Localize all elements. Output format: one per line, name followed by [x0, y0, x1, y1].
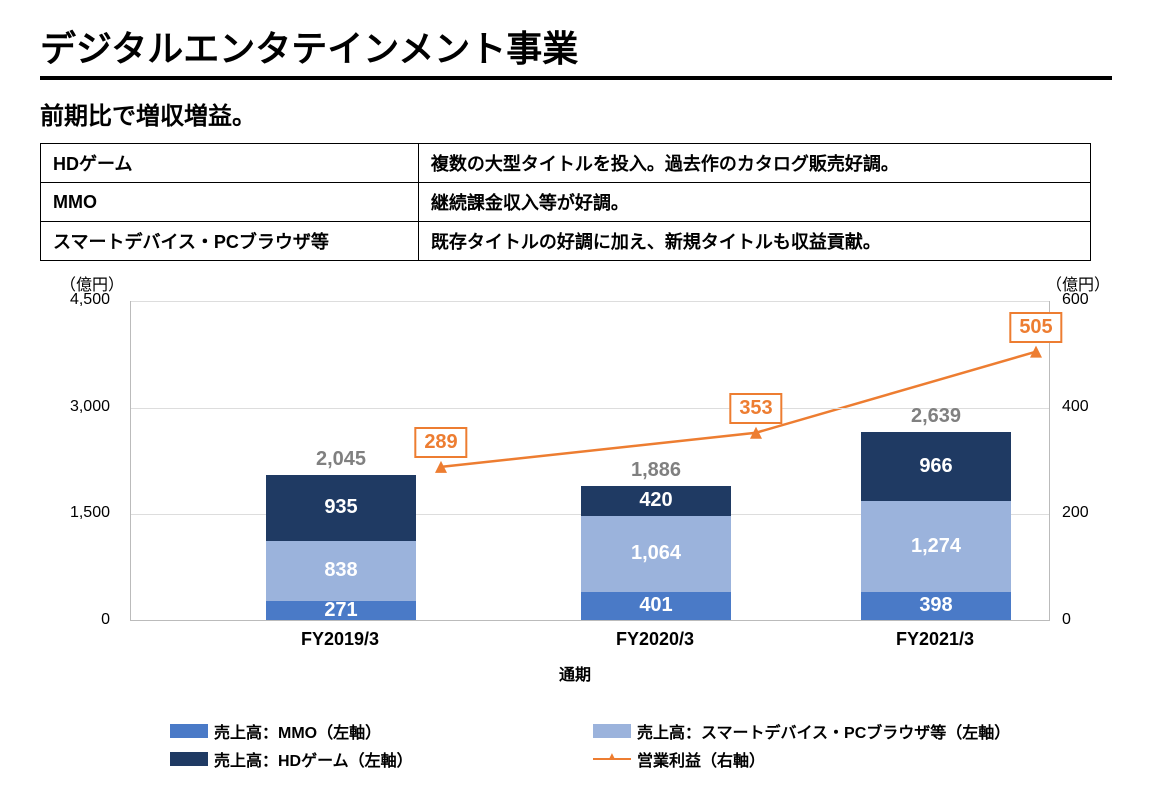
legend-label: 売上高：HDゲーム（左軸）: [214, 747, 413, 771]
right-tick-label: 200: [1062, 504, 1089, 522]
bar-segment-MMO: 271: [266, 601, 416, 620]
table-row-desc: 複数の大型タイトルを投入。過去作のカタログ販売好調。: [418, 144, 1090, 183]
right-tick-label: 0: [1062, 611, 1071, 629]
line-value-label: 289: [414, 427, 467, 458]
bar-total-label: 2,639: [861, 405, 1011, 428]
legend-item: 売上高：MMO（左軸）: [170, 719, 593, 743]
bar-group: 4201,064401: [581, 486, 731, 620]
left-tick-label: 3,000: [70, 398, 110, 416]
table-row-desc: 継続課金収入等が好調。: [418, 183, 1090, 222]
line-value-label: 353: [729, 393, 782, 424]
table-row-desc: 既存タイトルの好調に加え、新規タイトルも収益貢献。: [418, 222, 1090, 261]
gridline: [131, 301, 1049, 302]
table-row-label: HDゲーム: [41, 144, 419, 183]
right-tick-label: 400: [1062, 398, 1089, 416]
bar-segment-MMO: 398: [861, 592, 1011, 620]
table-row: HDゲーム複数の大型タイトルを投入。過去作のカタログ販売好調。: [41, 144, 1091, 183]
line-value-label: 505: [1009, 312, 1062, 343]
legend-line-icon: [593, 752, 631, 766]
category-label: FY2020/3: [575, 629, 735, 650]
bar-segment-スマートデバイス・PCブラウザ等: 1,274: [861, 501, 1011, 592]
legend-label: 売上高：スマートデバイス・PCブラウザ等（左軸）: [637, 719, 1010, 743]
legend-swatch: [170, 724, 208, 738]
legend-label: 売上高：MMO（左軸）: [214, 719, 381, 743]
line-marker: [435, 461, 447, 473]
bar-segment-HDゲーム: 935: [266, 475, 416, 541]
bar-segment-スマートデバイス・PCブラウザ等: 1,064: [581, 516, 731, 592]
left-tick-label: 0: [101, 611, 110, 629]
legend-item: 売上高：HDゲーム（左軸）: [170, 747, 593, 771]
bar-group: 9661,274398: [861, 432, 1011, 620]
bar-total-label: 2,045: [266, 448, 416, 471]
page-title: デジタルエンタテインメント事業: [40, 20, 1112, 80]
line-marker: [1030, 346, 1042, 358]
bar-segment-スマートデバイス・PCブラウザ等: 838: [266, 541, 416, 601]
chart-legend: 売上高：MMO（左軸） 売上高：スマートデバイス・PCブラウザ等（左軸） 売上高：H…: [170, 717, 1110, 773]
category-label: FY2019/3: [260, 629, 420, 650]
combo-chart: （億円） （億円） 9358382712,0454201,0644011,886…: [40, 271, 1110, 711]
table-row-label: スマートデバイス・PCブラウザ等: [41, 222, 419, 261]
legend-swatch: [593, 724, 631, 738]
bar-segment-HDゲーム: 966: [861, 432, 1011, 501]
category-label: FY2021/3: [855, 629, 1015, 650]
table-row-label: MMO: [41, 183, 419, 222]
legend-item: 売上高：スマートデバイス・PCブラウザ等（左軸）: [593, 719, 1016, 743]
legend-swatch: [170, 752, 208, 766]
plot-area: 935838271 2,045 4201,064401 1,886 9661,27439…: [130, 301, 1050, 621]
left-tick-label: 4,500: [70, 291, 110, 309]
summary-table: HDゲーム複数の大型タイトルを投入。過去作のカタログ販売好調。MMO継続課金収入…: [40, 143, 1091, 261]
legend-item: 営業利益（右軸）: [593, 747, 1016, 771]
bar-segment-HDゲーム: 420: [581, 486, 731, 516]
left-tick-label: 1,500: [70, 504, 110, 522]
bar-total-label: 1,886: [581, 459, 731, 482]
table-row: スマートデバイス・PCブラウザ等既存タイトルの好調に加え、新規タイトルも収益貢献…: [41, 222, 1091, 261]
bar-group: 935838271: [266, 475, 416, 620]
right-tick-label: 600: [1062, 291, 1089, 309]
x-axis-title: 通期: [40, 661, 1110, 685]
bar-segment-MMO: 401: [581, 592, 731, 621]
legend-label: 営業利益（右軸）: [637, 747, 765, 771]
line-marker: [750, 427, 762, 439]
page-subtitle: 前期比で増収増益。: [40, 96, 1112, 131]
table-row: MMO継続課金収入等が好調。: [41, 183, 1091, 222]
